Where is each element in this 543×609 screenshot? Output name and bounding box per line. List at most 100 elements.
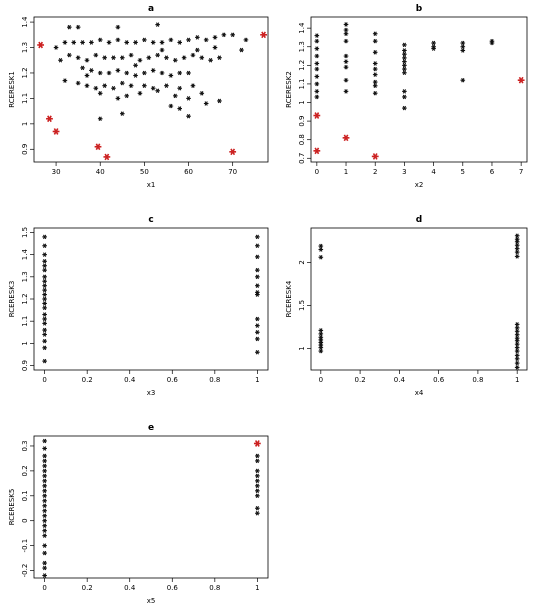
data-point — [208, 58, 213, 62]
data-point — [515, 322, 520, 326]
data-point — [42, 346, 47, 350]
y-tick-label: 1.2 — [298, 60, 306, 71]
y-tick-label: 0.9 — [298, 116, 306, 127]
panel-title: c — [148, 215, 153, 225]
data-point — [515, 240, 520, 244]
data-point — [255, 255, 260, 259]
data-point — [42, 306, 47, 310]
y-tick-label: -0.1 — [21, 539, 29, 553]
x-tick-label: 40 — [96, 168, 105, 176]
data-point — [138, 91, 143, 95]
data-point — [42, 268, 47, 272]
y-axis-label: RCERESK3 — [8, 281, 16, 318]
data-point — [102, 56, 107, 60]
data-point — [255, 454, 260, 458]
data-point — [315, 82, 320, 86]
data-point — [515, 342, 520, 346]
data-point — [230, 33, 235, 37]
y-tick-label: 1 — [298, 346, 306, 350]
data-point — [460, 48, 465, 52]
data-point — [213, 46, 218, 50]
data-point — [173, 58, 178, 62]
data-point — [42, 499, 47, 503]
highlight-point — [103, 154, 110, 160]
data-point — [124, 40, 129, 44]
data-point — [315, 89, 320, 93]
data-point — [515, 329, 520, 333]
data-point — [255, 324, 260, 328]
data-point — [315, 95, 320, 99]
data-point — [80, 66, 85, 70]
data-point — [373, 61, 378, 65]
data-point — [151, 86, 156, 90]
data-point — [42, 244, 47, 248]
data-point — [42, 339, 47, 343]
data-point — [402, 63, 407, 67]
data-point — [133, 74, 138, 78]
data-point — [315, 39, 320, 43]
data-point — [319, 328, 324, 332]
y-tick-label: 1.5 — [21, 227, 29, 238]
data-point — [373, 39, 378, 43]
data-point — [315, 54, 320, 58]
x-tick-label: 0.6 — [433, 376, 445, 384]
highlight-point — [95, 144, 102, 150]
data-point — [160, 40, 165, 44]
data-point — [42, 317, 47, 321]
data-point — [116, 96, 121, 100]
data-point — [431, 41, 436, 45]
data-point — [94, 86, 99, 90]
x-tick-label: 0.8 — [472, 376, 483, 384]
data-point — [42, 253, 47, 257]
x-tick-label: 0 — [319, 376, 323, 384]
data-point — [155, 89, 160, 93]
data-point — [515, 336, 520, 340]
x-tick-label: 0.2 — [82, 376, 93, 384]
highlight-point — [53, 129, 60, 135]
y-tick-label: 1.4 — [21, 16, 29, 28]
data-point — [80, 40, 85, 44]
data-point — [319, 349, 324, 353]
data-point — [42, 321, 47, 325]
highlight-point — [229, 149, 236, 155]
y-tick-label: 1.4 — [21, 249, 29, 261]
data-point — [111, 86, 116, 90]
data-point — [42, 474, 47, 478]
data-point — [315, 61, 320, 65]
data-point — [42, 484, 47, 488]
data-point — [42, 359, 47, 363]
data-point — [315, 67, 320, 71]
data-point — [344, 28, 349, 32]
data-point — [42, 504, 47, 508]
data-point — [255, 275, 260, 279]
data-point — [515, 339, 520, 343]
data-point — [138, 58, 143, 62]
data-point — [255, 337, 260, 341]
plot-frame — [34, 17, 268, 162]
x-tick-label: 0.4 — [394, 376, 406, 384]
data-point — [515, 361, 520, 365]
data-point — [146, 56, 151, 60]
data-point — [85, 74, 90, 78]
data-point — [129, 84, 134, 88]
y-axis-label: RCERESK1 — [8, 71, 16, 108]
data-point — [315, 74, 320, 78]
x-tick-label: 0.4 — [124, 376, 136, 384]
data-point — [402, 89, 407, 93]
data-point — [515, 346, 520, 350]
data-point — [42, 235, 47, 239]
data-point — [42, 439, 47, 443]
x-tick-label: 0 — [315, 168, 319, 176]
data-point — [98, 38, 103, 42]
data-point — [63, 79, 68, 83]
y-tick-label: 1.4 — [298, 22, 306, 34]
x-axis-label: x4 — [415, 389, 424, 397]
data-point — [195, 35, 200, 39]
highlight-point — [260, 32, 267, 38]
x-axis-label: x1 — [147, 181, 156, 189]
data-point — [255, 474, 260, 478]
data-point — [76, 81, 81, 85]
y-tick-label: 0 — [21, 518, 29, 522]
data-point — [244, 38, 249, 42]
data-point — [42, 469, 47, 473]
